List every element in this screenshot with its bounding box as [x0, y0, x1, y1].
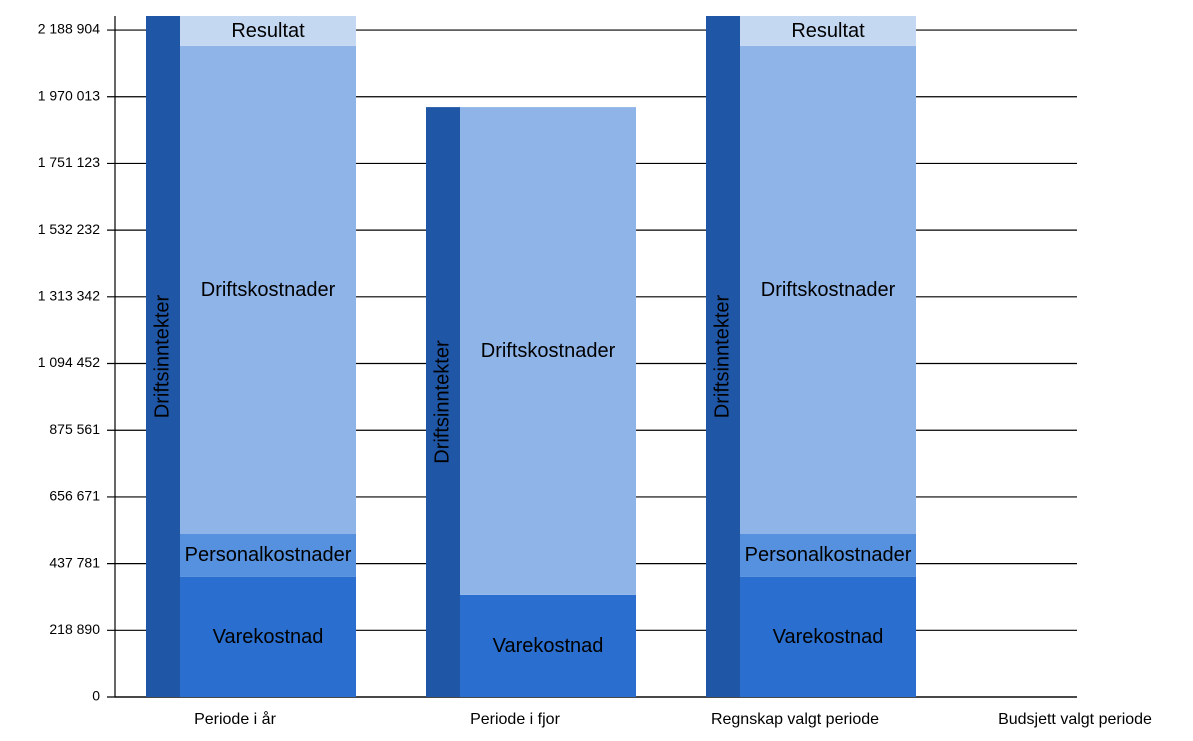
- income-label: Driftsinntekter: [431, 340, 453, 464]
- cost-segment: [180, 576, 356, 697]
- segment-label: Driftskostnader: [200, 278, 336, 301]
- segment-label-text: Varekostnad: [492, 634, 604, 657]
- cost-segment: [180, 45, 356, 534]
- segment-label-text: Resultat: [231, 19, 305, 42]
- income-label: Driftsinntekter: [151, 294, 173, 418]
- y-tick-label: 1 970 013: [38, 87, 100, 103]
- y-tick-label: 218 890: [49, 621, 100, 637]
- segment-label: Varekostnad: [212, 625, 324, 648]
- segment-label: Personalkostnader: [744, 544, 912, 567]
- segment-label: Resultat: [231, 19, 305, 42]
- y-tick-label: 0: [92, 688, 100, 704]
- y-tick-label: 1 751 123: [38, 154, 100, 170]
- segment-label: Driftskostnader: [760, 278, 896, 301]
- y-tick-label: 2 188 904: [38, 21, 100, 37]
- y-tick-label: 1 094 452: [38, 354, 100, 370]
- y-tick-label: 1 313 342: [38, 288, 100, 304]
- cost-segment: [180, 533, 356, 577]
- segment-label: Driftskostnader: [480, 340, 616, 362]
- cost-segment: [180, 16, 356, 46]
- segment-label-text: Driftskostnader: [200, 278, 336, 301]
- segment-label-text: Resultat: [791, 19, 865, 42]
- cost-segment: [460, 107, 636, 595]
- labels: 0 218 890 437 781 656 671 875 561 1 094 452 1 …: [38, 21, 1152, 728]
- segment-label: Personalkostnader: [184, 544, 352, 567]
- y-tick-label: 656 671: [49, 488, 100, 504]
- segment-label-text: Driftskostnader: [760, 278, 896, 301]
- cost-segment: [460, 594, 636, 697]
- segment-label-text: Driftskostnader: [480, 340, 616, 362]
- segment-label-text: Varekostnad: [212, 625, 324, 648]
- income-bar: [146, 16, 180, 697]
- segment-label-text: Personalkostnader: [744, 544, 912, 567]
- segment-label: Resultat: [791, 19, 865, 42]
- y-tick-label: 875 561: [49, 421, 100, 437]
- bars: Driftsinntekter Varekostnad Personalkostna…: [146, 16, 916, 698]
- cost-segment: [740, 45, 916, 534]
- income-bar: [426, 107, 460, 698]
- cost-segment: [740, 576, 916, 697]
- cost-segment: [740, 16, 916, 46]
- x-tick-label: Periode i år: [194, 710, 276, 728]
- y-tick-label: 437 781: [49, 554, 100, 570]
- segment-label-text: Varekostnad: [772, 625, 884, 648]
- income-bar: [706, 16, 740, 697]
- income-label: Driftsinntekter: [711, 294, 733, 418]
- segment-label: Varekostnad: [492, 634, 604, 657]
- cost-segment: [740, 533, 916, 577]
- x-tick-label: Regnskap valgt periode: [711, 711, 879, 728]
- y-tick-label: 1 532 232: [38, 221, 100, 237]
- segment-label-text: Personalkostnader: [184, 544, 352, 567]
- x-tick-label: Periode i fjor: [470, 711, 560, 728]
- x-tick-label: Budsjett valgt periode: [998, 711, 1152, 728]
- segment-label: Varekostnad: [772, 625, 884, 648]
